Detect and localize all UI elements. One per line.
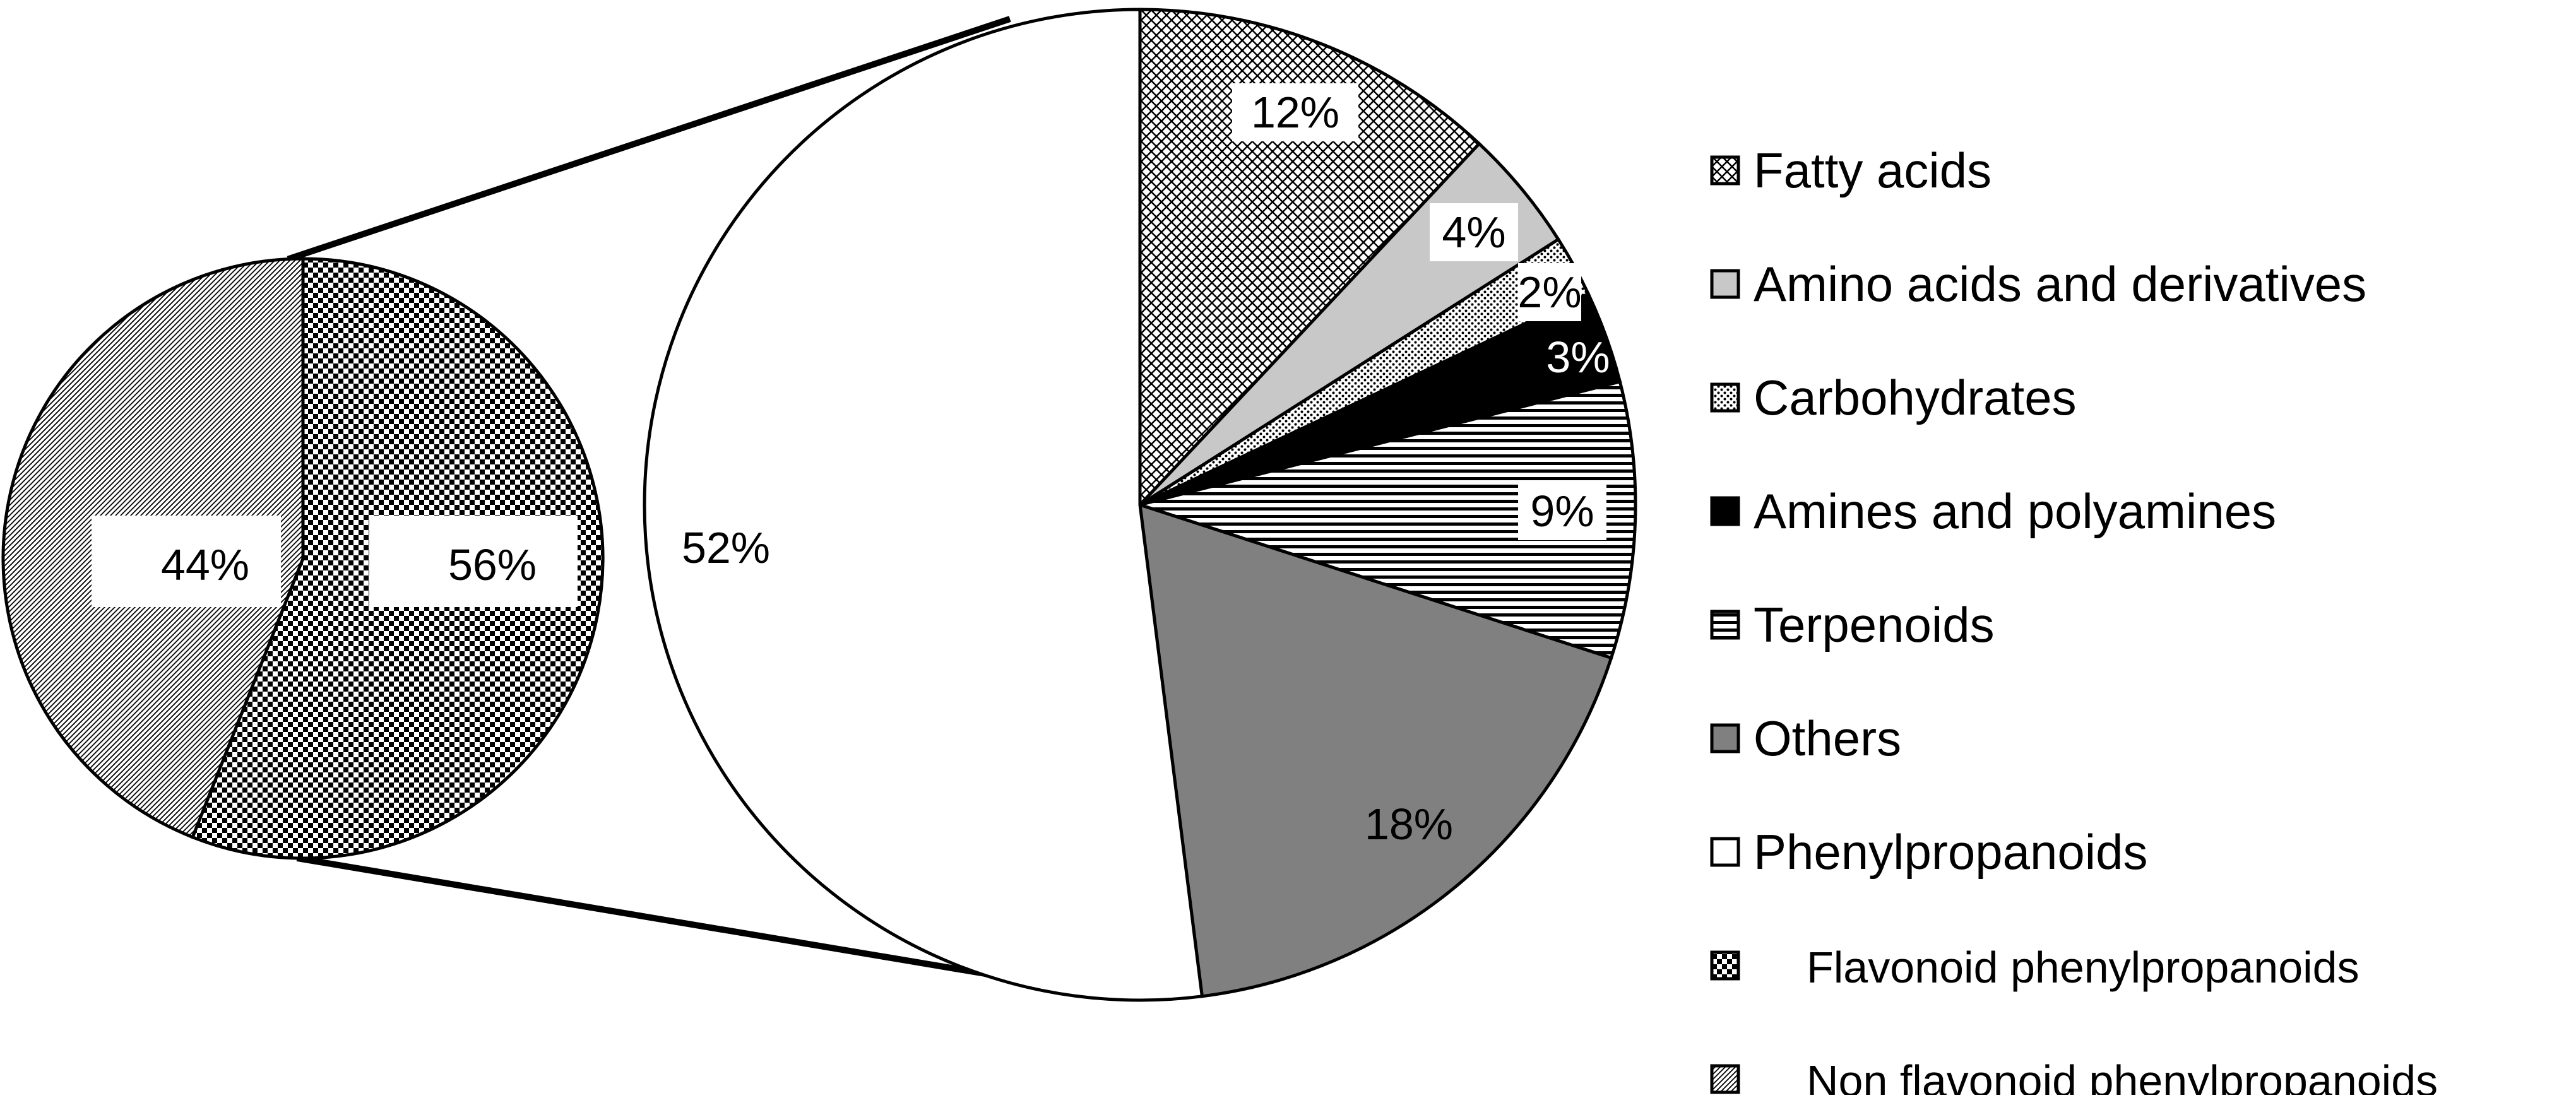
connector-line-top [287, 16, 1011, 263]
legend-swatch-amino-acids-and-derivatives [1710, 269, 1740, 299]
data-label-amino-acids-and-derivatives: 4% [1442, 208, 1505, 257]
label-box-amino-acids-and-derivatives [1430, 203, 1518, 261]
legend-swatch-flavonoid-phenylpropanoids [1710, 950, 1740, 981]
connector-line-bottom [296, 854, 1050, 988]
phenylpropanoids-breakdown-pie: 56% 44% [1, 257, 605, 860]
data-label-amines-and-polyamines: 3% [1546, 333, 1610, 382]
data-label-terpenoids: 9% [1530, 487, 1594, 536]
legend-swatch-others [1710, 723, 1740, 753]
label-box-carbohydrates [1518, 263, 1581, 321]
legend: Fatty acids Amino acids and derivatives Ca… [1710, 143, 2438, 1098]
legend-label-flavonoid-phenylpropanoids: Flavonoid phenylpropanoids [1807, 943, 2359, 992]
legend-label-non-flavonoid-phenylpropanoids: Non flavonoid phenylpropanoids [1807, 1056, 2438, 1095]
legend-label-terpenoids: Terpenoids [1754, 597, 1995, 652]
data-label-phenylpropanoids: 52% [682, 523, 770, 572]
legend-label-amino-acids-and-derivatives: Amino acids and derivatives [1754, 256, 2366, 312]
connector-lines [287, 16, 1050, 988]
legend-swatch-fatty-acids [1710, 155, 1740, 186]
legend-label-amines-and-polyamines: Amines and polyamines [1754, 483, 2276, 539]
data-label-fatty-acids: 12% [1251, 88, 1339, 137]
sub-data-label-non-flavonoid-phenylpropanoids: 44% [161, 540, 249, 589]
legend-swatch-terpenoids [1710, 610, 1740, 640]
pie-slice-terpenoids [1134, 379, 1637, 660]
data-label-others: 18% [1365, 800, 1453, 849]
legend-swatch-amines-and-polyamines [1710, 496, 1740, 526]
pie-slice-fatty-acids [1138, 8, 1481, 509]
sub-label-box-flavonoid-phenylpropanoids [369, 516, 578, 607]
pie-slice-others [1138, 502, 1613, 998]
legend-label-phenylpropanoids: Phenylpropanoids [1754, 824, 2147, 880]
sub-label-box-non-flavonoid-phenylpropanoids [92, 516, 281, 607]
legend-label-others: Others [1754, 711, 1901, 766]
pie-slice-phenylpropanoids [643, 8, 1204, 1002]
data-label-carbohydrates: 2% [1517, 268, 1581, 317]
label-box-terpenoids [1518, 482, 1606, 540]
sub-data-label-flavonoid-phenylpropanoids: 56% [448, 540, 537, 589]
legend-swatch-non-flavonoid-phenylpropanoids [1710, 1064, 1740, 1094]
label-box-fatty-acids [1232, 83, 1358, 141]
legend-swatch-carbohydrates [1710, 382, 1740, 413]
main-pie: 12% 4%2% 3% 9% 18% 52% [643, 8, 1637, 1002]
legend-swatch-phenylpropanoids [1710, 837, 1740, 867]
legend-label-carbohydrates: Carbohydrates [1754, 370, 2077, 425]
legend-label-fatty-acids: Fatty acids [1754, 143, 1991, 198]
